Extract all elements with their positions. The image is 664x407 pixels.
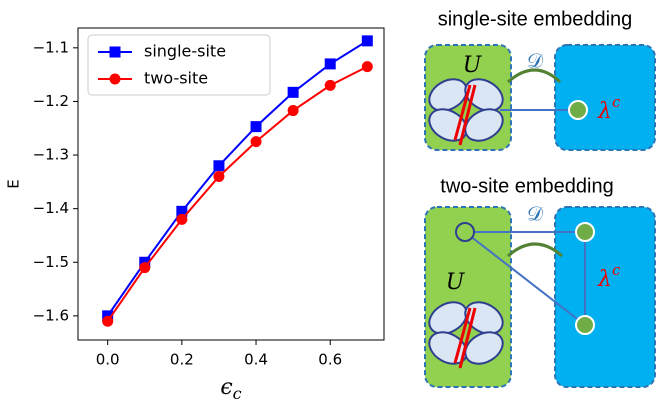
panel-title: single-site embedding — [438, 8, 633, 30]
mapping-arrow — [508, 244, 562, 256]
bath-site — [576, 316, 594, 334]
operator-label: 𝒟 — [527, 202, 543, 226]
legend-marker — [110, 47, 121, 58]
marker — [213, 160, 224, 171]
lambda-superscript: c — [612, 93, 621, 111]
bath-box — [555, 207, 655, 387]
marker — [362, 61, 373, 72]
y-tick-label: −1.5 — [33, 253, 69, 271]
y-tick-label: −1.3 — [33, 146, 69, 164]
x-tick-label: 0.6 — [318, 351, 342, 369]
y-tick-label: −1.6 — [33, 306, 69, 324]
y-tick-label: −1.1 — [33, 38, 69, 56]
y-tick-label: −1.4 — [33, 199, 69, 217]
x-tick-label: 0.2 — [170, 351, 194, 369]
bath-box — [555, 45, 655, 150]
x-tick-label: 0.4 — [244, 351, 268, 369]
lambda-superscript: c — [612, 261, 621, 279]
lambda-symbol: λ — [597, 267, 612, 292]
x-label-symbol: ϵ — [220, 375, 232, 400]
marker — [176, 214, 187, 225]
marker — [251, 136, 262, 147]
lambda-symbol: λ — [597, 99, 612, 124]
marker — [213, 171, 224, 182]
marker — [288, 87, 299, 98]
legend-marker — [110, 74, 121, 85]
marker — [251, 121, 262, 132]
operator-label: 𝒟 — [527, 49, 543, 73]
legend-label: two-site — [144, 69, 208, 88]
figure: ϵc E single-site embedding U 𝒟 λc two-si… — [0, 0, 664, 403]
marker — [102, 316, 113, 327]
interaction-label: U — [446, 270, 466, 295]
x-label-subscript: c — [233, 384, 242, 403]
panel-title: two-site embedding — [440, 175, 613, 197]
x-axis-label: ϵc — [220, 375, 241, 403]
y-axis-label: E — [5, 179, 23, 188]
diagram: single-site embedding U 𝒟 λc two-site em… — [424, 8, 655, 387]
marker — [325, 80, 336, 91]
marker — [325, 58, 336, 69]
series-line — [108, 67, 368, 322]
y-tick-label: −1.2 — [33, 92, 69, 110]
system-site — [456, 223, 474, 241]
interaction-label: U — [463, 53, 483, 78]
bath-site — [569, 101, 587, 119]
marker — [288, 105, 299, 116]
x-tick-label: 0.0 — [96, 351, 120, 369]
legend-label: single-site — [144, 42, 226, 61]
marker — [362, 35, 373, 46]
marker — [139, 262, 150, 273]
bath-site — [576, 223, 594, 241]
